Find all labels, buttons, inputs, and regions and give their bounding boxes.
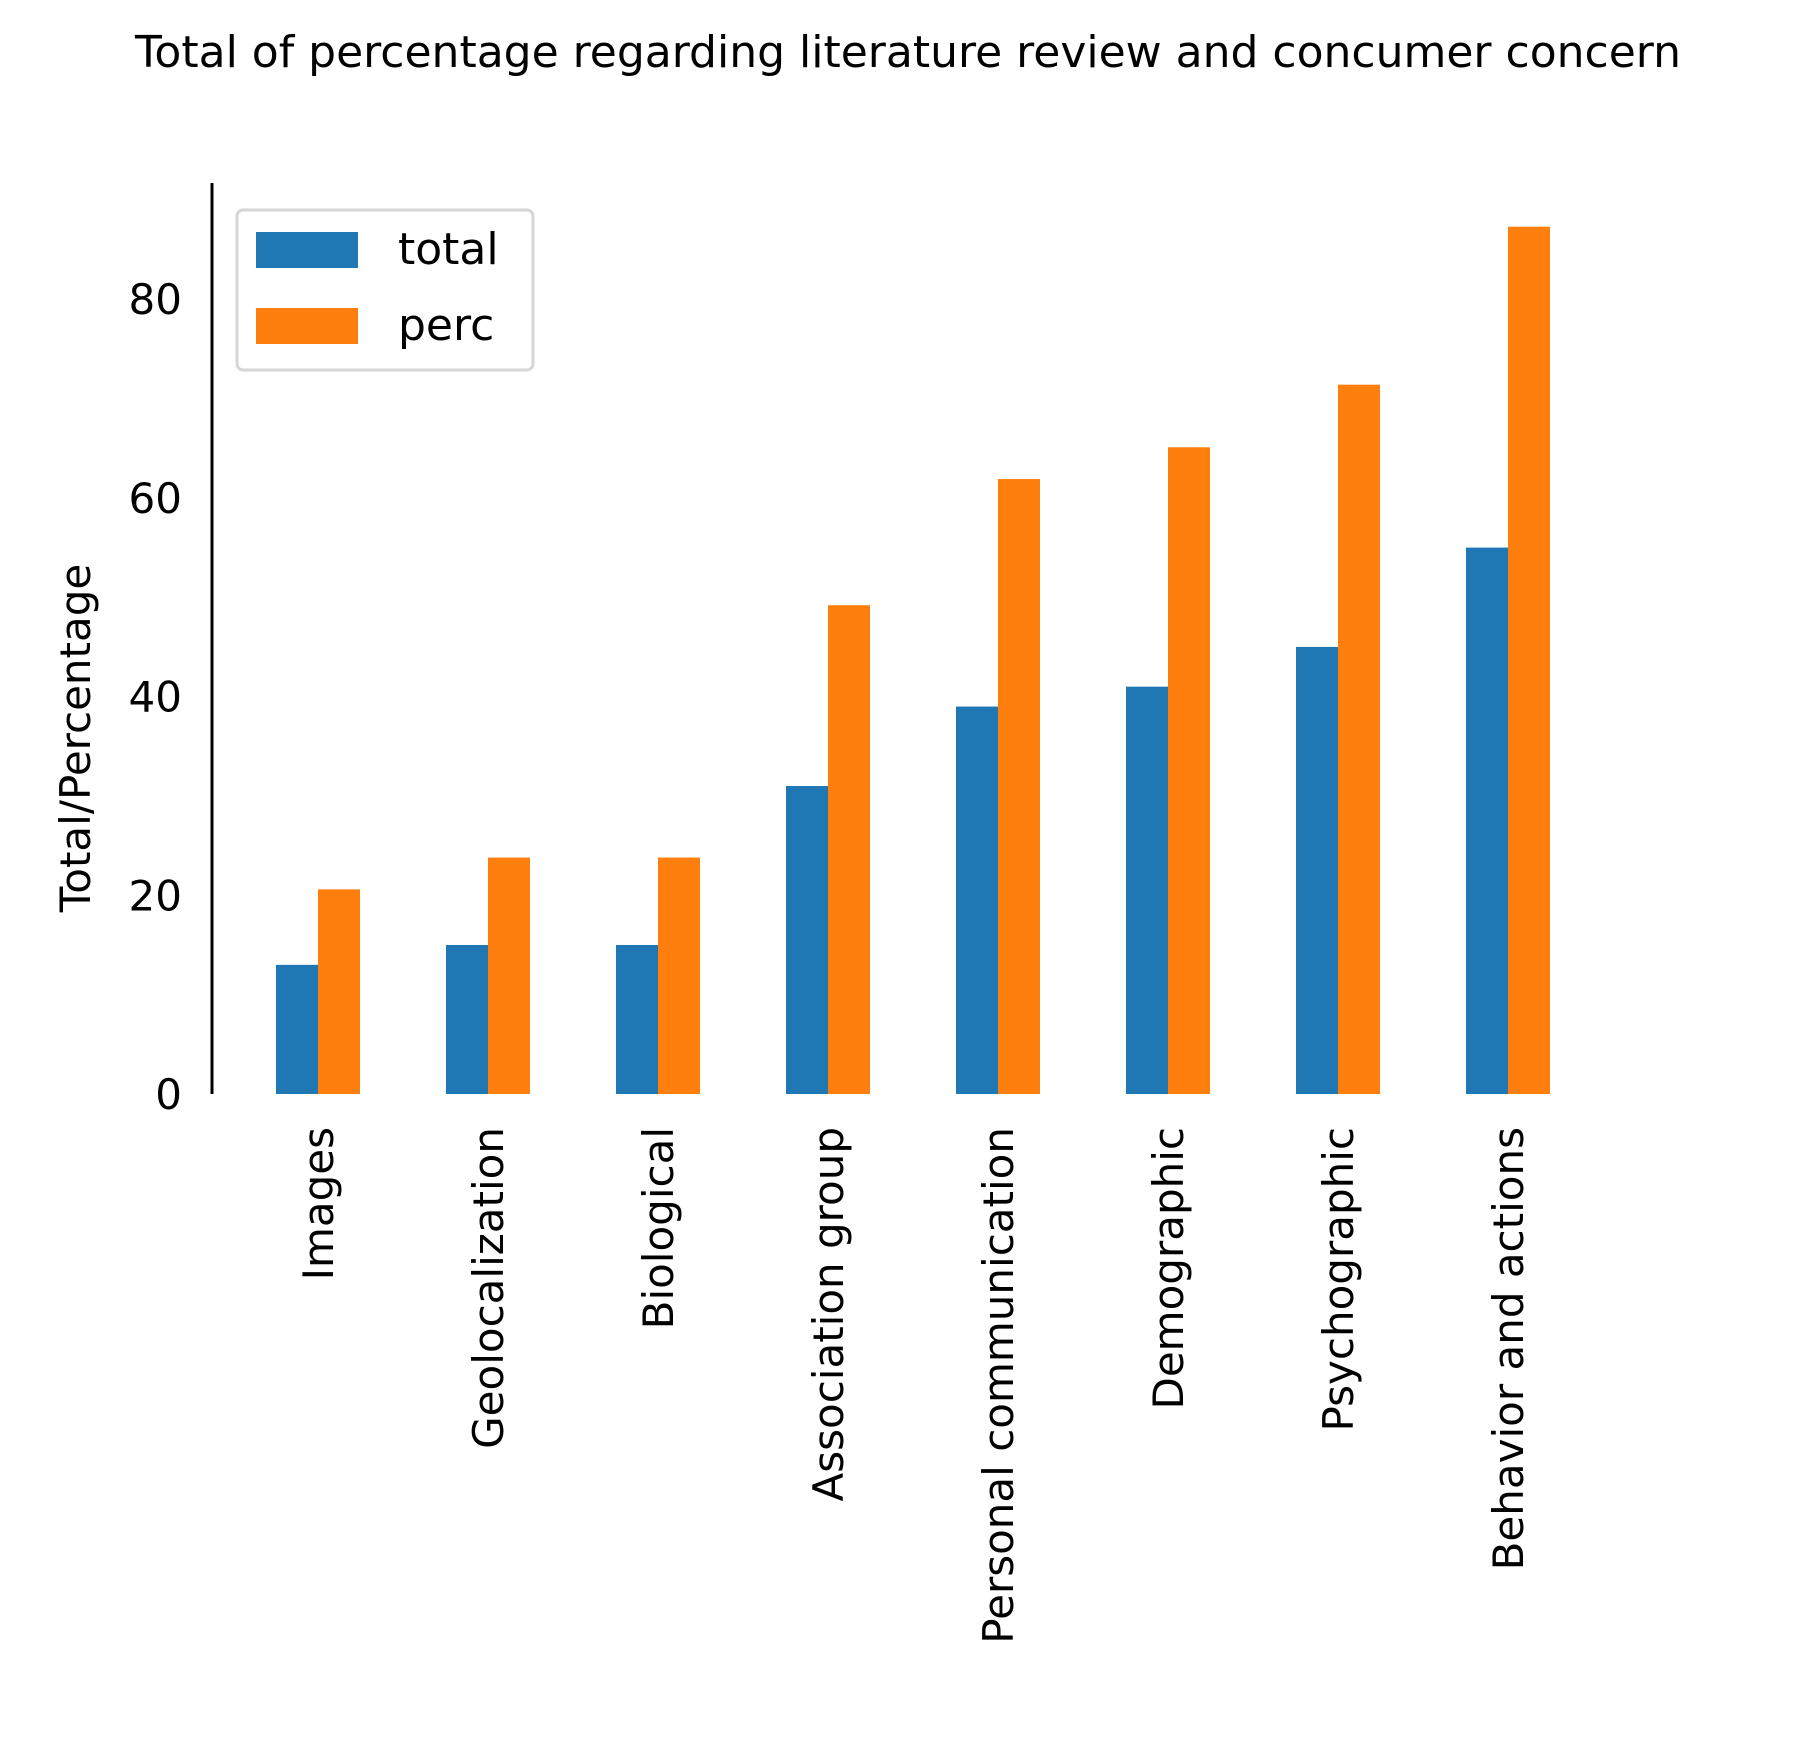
y-tick-label: 20 [129,871,182,920]
y-tick-label: 40 [129,673,182,722]
bar-total [1296,646,1338,1094]
y-axis-label: Total/Percentage [51,564,100,914]
legend: total perc [235,208,535,372]
bar-perc [998,479,1040,1094]
bar-perc [1508,226,1550,1094]
bar-perc [1338,384,1380,1094]
chart-title: Total of percentage regarding literature… [134,27,1681,78]
x-tick-label: Behavior and actions [1484,1127,1533,1570]
bar-total [446,944,488,1094]
axes-layer: 0 20 40 60 80 Images Geolocalization Biological… [129,183,1533,1644]
bar-perc [828,605,870,1094]
x-tick-label: Personal communication [974,1127,1023,1644]
bar-total [1466,547,1508,1094]
x-tick-label: Biological [634,1127,683,1329]
legend-label-total: total [398,224,499,275]
x-tick-label: Geolocalization [464,1127,513,1449]
bar-perc [1168,447,1210,1094]
bar-perc [658,857,700,1094]
legend-label-perc: perc [398,300,494,351]
bar-perc [488,857,530,1094]
bar-total [1126,686,1168,1094]
bar-total [956,706,998,1094]
x-tick-label: Psychographic [1314,1127,1363,1431]
y-tick-label: 60 [129,474,182,523]
x-tick-label: Demographic [1144,1127,1193,1410]
x-tick-label: Association group [804,1127,853,1501]
y-tick-label: 0 [155,1070,182,1119]
bar-perc [318,889,360,1094]
legend-swatch-total [256,232,358,268]
bar-total [616,944,658,1094]
bars-layer [276,226,1550,1094]
y-tick-label: 80 [129,275,182,324]
x-tick-label: Images [294,1127,343,1280]
legend-swatch-perc [256,308,358,344]
bar-total [276,964,318,1094]
bar-total [786,786,828,1094]
